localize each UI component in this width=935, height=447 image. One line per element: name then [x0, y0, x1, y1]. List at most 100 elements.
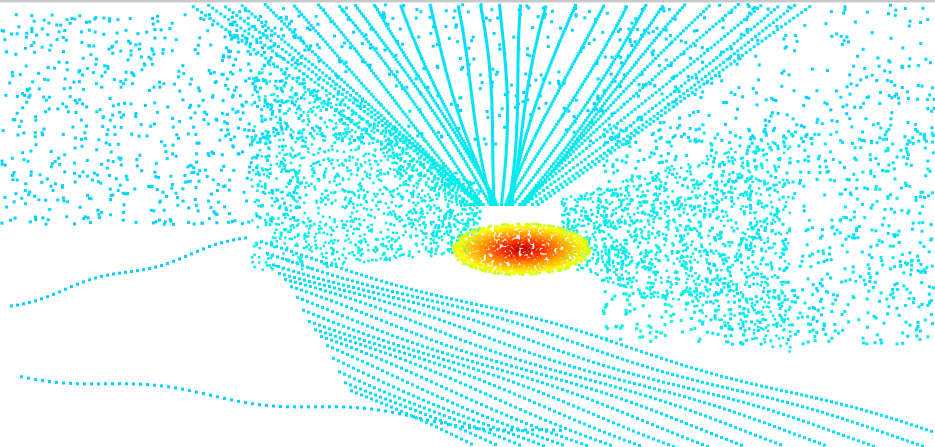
scan-point: [73, 222, 76, 226]
scan-point: [848, 92, 852, 96]
scan-point: [652, 152, 656, 156]
scan-point: [588, 9, 591, 13]
scan-point: [422, 67, 426, 70]
scan-point: [425, 155, 429, 159]
scan-point: [713, 43, 717, 47]
scan-point: [721, 385, 724, 389]
scan-point: [901, 46, 905, 50]
scan-point: [376, 77, 380, 81]
scan-point: [100, 210, 104, 214]
scan-point: [263, 23, 267, 27]
scan-point: [269, 107, 273, 111]
scan-point: [249, 143, 252, 147]
scan-point: [100, 162, 104, 166]
scan-point: [464, 149, 468, 153]
scan-point: [693, 43, 697, 47]
scan-point: [577, 88, 581, 92]
scan-point: [384, 126, 388, 130]
scan-point: [202, 392, 205, 396]
scan-point: [516, 58, 520, 62]
scan-point: [505, 141, 509, 145]
scan-point: [284, 169, 288, 173]
scan-point: [401, 149, 405, 152]
scan-point: [420, 290, 423, 294]
scan-point: [599, 107, 602, 111]
scan-point: [272, 44, 276, 48]
scan-point: [408, 61, 412, 65]
scan-point: [601, 112, 605, 116]
scan-point: [245, 176, 249, 180]
scan-point: [400, 65, 404, 69]
scan-point: [682, 68, 686, 72]
scan-point: [886, 148, 890, 152]
scan-point: [680, 135, 684, 139]
scan-point: [919, 329, 922, 333]
scan-point: [811, 293, 815, 297]
scan-point: [417, 35, 421, 39]
scan-point: [673, 17, 677, 21]
point-cloud-viewport[interactable]: [0, 3, 935, 447]
scan-point: [845, 112, 849, 116]
point-cloud-canvas[interactable]: [0, 3, 935, 447]
scan-point: [889, 123, 893, 127]
scan-point: [911, 142, 915, 145]
scan-point: [637, 94, 640, 98]
scan-point: [479, 171, 483, 175]
scan-point: [544, 74, 548, 78]
scan-point: [828, 252, 832, 256]
scan-point: [285, 25, 289, 29]
scan-point: [486, 190, 490, 193]
scan-point: [430, 9, 433, 12]
scan-point: [689, 86, 693, 90]
scan-point: [625, 188, 628, 192]
scan-point: [192, 166, 196, 170]
scan-point: [699, 182, 703, 186]
scan-point: [531, 191, 535, 195]
scan-point: [470, 150, 474, 154]
scan-point: [636, 131, 640, 135]
scan-point: [240, 103, 244, 107]
scan-point: [671, 17, 675, 21]
scan-point: [3, 163, 7, 167]
scan-point: [688, 287, 692, 291]
scan-point: [154, 265, 157, 269]
scan-point: [326, 14, 330, 18]
scan-point: [759, 4, 763, 8]
scan-point: [387, 112, 391, 116]
scan-point: [825, 170, 829, 174]
scan-point: [152, 52, 156, 56]
scan-point: [839, 139, 843, 143]
scan-point: [746, 391, 749, 395]
scan-point: [460, 26, 464, 30]
scan-point: [108, 174, 112, 177]
scan-point: [428, 145, 432, 149]
scan-point: [146, 383, 149, 387]
scan-point: [336, 275, 339, 279]
scan-point: [813, 334, 817, 338]
scan-point: [639, 12, 643, 16]
scan-point: [498, 3, 502, 7]
scan-point: [681, 184, 685, 187]
scan-point: [762, 16, 766, 20]
scan-point: [491, 154, 495, 157]
scan-point: [409, 97, 413, 101]
scan-point: [353, 139, 357, 142]
scan-point: [110, 45, 114, 49]
scan-point: [829, 258, 833, 262]
scan-point: [45, 177, 49, 181]
scan-point: [364, 87, 368, 91]
scan-point: [525, 91, 529, 95]
scan-point: [635, 27, 639, 31]
scan-point: [419, 92, 423, 96]
scan-point: [656, 112, 660, 115]
scan-point: [787, 73, 791, 77]
scan-point: [737, 56, 741, 60]
scan-point: [111, 104, 115, 108]
scan-point: [703, 16, 706, 20]
scan-point: [503, 59, 507, 63]
scan-point: [643, 49, 647, 53]
scan-point: [471, 173, 475, 177]
scan-point: [748, 285, 752, 288]
scan-point: [690, 91, 694, 95]
scan-point: [599, 154, 602, 158]
